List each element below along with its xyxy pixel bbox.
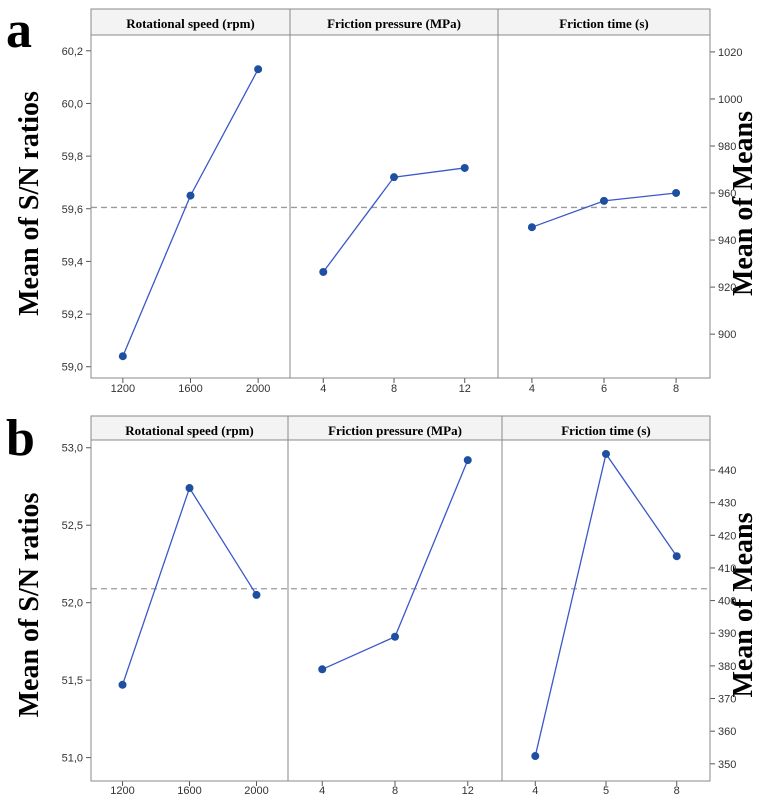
right-y-tick-label: 390 [718,628,736,640]
right-y-tick-label: 1000 [718,94,742,106]
factor-title: Friction pressure (MPa) [327,16,461,31]
y-tick-label: 53,0 [62,443,83,455]
x-tick-label: 5 [603,785,609,797]
x-tick-label: 8 [391,383,397,395]
x-tick-label: 2000 [244,785,268,797]
factor-title: Friction pressure (MPa) [328,423,462,438]
y-tick-label: 51,5 [62,675,83,687]
right-y-tick-label: 920 [718,282,736,294]
series-line [534,452,678,757]
x-tick-label: 6 [601,383,607,395]
y-tick-label: 51,0 [62,753,83,765]
right-y-tick-label: 420 [718,530,736,542]
right-y-tick-label: 410 [718,563,736,575]
factor-title: Friction time (s) [559,16,649,31]
factor-title: Rotational speed (rpm) [126,16,255,31]
x-tick-label: 4 [320,383,326,395]
x-tick-label: 8 [674,785,680,797]
data-point [527,223,536,232]
y-tick-label: 59,8 [62,151,83,163]
y-axis-label-right: Mean of Means [728,512,759,697]
panel-a: a Mean of S/N ratios Mean of Means 59,0 59,2… [6,2,759,395]
right-y-tick-label: 940 [718,235,736,247]
x-tick-label: 1600 [178,383,202,395]
x-tick-label: 4 [532,785,538,797]
x-tick-label: 1200 [111,383,135,395]
panel-label: b [6,410,35,467]
data-point [319,267,328,276]
right-y-tick-label: 960 [718,188,736,200]
y-axis-label-right: Mean of Means [728,111,759,296]
data-point [254,65,263,74]
panel-b: b Mean of S/N ratios Mean of Means 51,0 51,5… [6,410,759,797]
x-tick-label: 8 [673,383,679,395]
y-tick-label: 59,4 [62,256,83,268]
right-y-tick-label: 440 [718,465,736,477]
right-y-tick-label: 370 [718,694,736,706]
y-tick-label: 52,5 [62,520,83,532]
y-axis-label-left: Mean of S/N ratios [14,493,45,718]
data-point [118,352,127,361]
data-point [118,680,127,689]
right-y-tick-label: 980 [718,141,736,153]
x-tick-label: 4 [319,785,325,797]
data-point [390,173,398,182]
factor-title: Rotational speed (rpm) [125,423,254,438]
data-point [602,449,610,458]
x-tick-label: 4 [529,383,535,395]
data-point [463,456,472,465]
x-tick-label: 12 [462,785,474,797]
data-point [600,196,608,205]
data-point [185,484,194,493]
y-tick-label: 60,2 [62,46,83,58]
y-tick-label: 59,0 [62,362,83,374]
series-line [122,68,259,357]
x-tick-label: 2000 [246,383,270,395]
x-tick-label: 1200 [110,785,134,797]
y-tick-label: 59,2 [62,309,83,321]
y-tick-label: 60,0 [62,98,83,110]
header-strip [91,416,710,440]
panel-frame [90,415,711,782]
y-tick-label: 59,6 [62,204,83,216]
series-line [121,486,258,685]
header-strip [91,9,710,35]
data-point [672,188,681,197]
data-point [391,632,399,641]
x-tick-label: 1600 [177,785,201,797]
right-y-tick-label: 350 [718,759,736,771]
x-tick-label: 12 [459,383,471,395]
right-y-tick-label: 900 [718,329,736,341]
x-tick-label: 8 [392,785,398,797]
data-point [672,552,681,561]
right-y-tick-label: 360 [718,726,736,738]
right-y-tick-label: 400 [718,596,736,608]
factor-title: Friction time (s) [561,423,651,438]
y-axis-label-left: Mean of S/N ratios [14,91,45,316]
right-y-tick-label: 430 [718,498,736,510]
right-y-tick-label: 380 [718,661,736,673]
data-point [460,163,469,172]
data-point [531,752,540,761]
data-point [318,665,327,674]
data-point [186,191,195,200]
data-point [252,590,261,599]
panel-label: a [6,2,32,59]
panel-frame [90,8,711,379]
y-tick-label: 52,0 [62,598,83,610]
right-y-tick-label: 1020 [718,47,742,59]
series-line [322,167,465,273]
